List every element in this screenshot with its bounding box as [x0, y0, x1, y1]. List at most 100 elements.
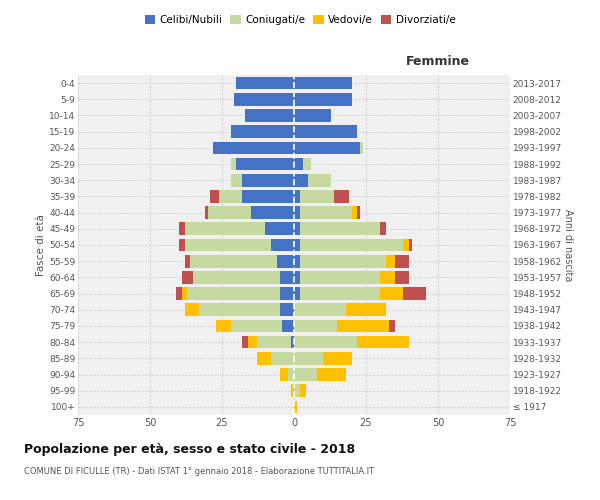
Bar [233, 93, 294, 106]
Bar [294, 158, 311, 170]
Text: Popolazione per età, sesso e stato civile - 2018: Popolazione per età, sesso e stato civil… [24, 442, 355, 456]
Bar [219, 190, 294, 202]
Bar [245, 109, 294, 122]
Bar [193, 271, 294, 283]
Bar [230, 158, 294, 170]
Bar [248, 336, 294, 348]
Bar [294, 384, 300, 397]
Bar [294, 142, 360, 154]
Bar [230, 126, 294, 138]
Bar [230, 174, 294, 186]
Bar [294, 271, 395, 283]
Bar [216, 320, 294, 332]
Bar [236, 158, 294, 170]
Bar [294, 238, 403, 252]
Bar [205, 206, 294, 219]
Bar [294, 255, 300, 268]
Bar [294, 190, 334, 202]
Bar [245, 109, 294, 122]
Bar [294, 288, 403, 300]
Y-axis label: Fasce di età: Fasce di età [36, 214, 46, 276]
Bar [185, 222, 294, 235]
Bar [294, 238, 412, 252]
Bar [291, 384, 294, 397]
Legend: Celibi/Nubili, Coniugati/e, Vedovi/e, Divorziati/e: Celibi/Nubili, Coniugati/e, Vedovi/e, Di… [143, 12, 457, 27]
Bar [294, 271, 380, 283]
Bar [190, 255, 294, 268]
Bar [185, 304, 294, 316]
Bar [294, 142, 363, 154]
Bar [185, 255, 294, 268]
Bar [294, 352, 352, 364]
Bar [280, 304, 294, 316]
Bar [294, 206, 358, 219]
Bar [294, 352, 352, 364]
Bar [294, 400, 297, 413]
Bar [294, 320, 389, 332]
Bar [230, 174, 294, 186]
Bar [294, 368, 346, 381]
Bar [294, 271, 409, 283]
Bar [185, 238, 294, 252]
Text: Femmine: Femmine [406, 55, 470, 68]
Bar [271, 238, 294, 252]
Bar [294, 238, 300, 252]
Bar [294, 222, 300, 235]
Bar [294, 158, 311, 170]
Bar [294, 190, 300, 202]
Bar [216, 320, 294, 332]
Bar [294, 336, 409, 348]
Bar [294, 222, 380, 235]
Bar [190, 255, 294, 268]
Bar [230, 320, 294, 332]
Bar [242, 190, 294, 202]
Bar [294, 126, 358, 138]
Bar [294, 174, 331, 186]
Bar [294, 352, 323, 364]
Bar [294, 142, 363, 154]
Bar [185, 238, 294, 252]
Bar [179, 222, 294, 235]
Bar [294, 368, 317, 381]
Bar [236, 77, 294, 90]
Bar [294, 206, 352, 219]
Bar [294, 400, 297, 413]
Bar [271, 352, 294, 364]
Bar [294, 384, 305, 397]
Bar [294, 304, 386, 316]
Bar [294, 336, 358, 348]
Bar [294, 190, 349, 202]
Bar [233, 93, 294, 106]
Bar [294, 77, 352, 90]
Bar [187, 288, 294, 300]
Bar [294, 158, 302, 170]
Bar [294, 206, 300, 219]
Bar [294, 93, 352, 106]
Bar [294, 109, 331, 122]
Bar [294, 126, 358, 138]
Bar [277, 255, 294, 268]
Bar [294, 255, 409, 268]
Bar [230, 126, 294, 138]
Bar [182, 271, 294, 283]
Bar [294, 109, 331, 122]
Bar [280, 368, 294, 381]
Bar [294, 271, 300, 283]
Bar [294, 288, 380, 300]
Bar [294, 288, 300, 300]
Bar [214, 142, 294, 154]
Bar [179, 238, 294, 252]
Bar [214, 142, 294, 154]
Bar [294, 126, 358, 138]
Bar [283, 320, 294, 332]
Bar [294, 93, 352, 106]
Bar [294, 222, 380, 235]
Bar [230, 158, 294, 170]
Bar [280, 368, 294, 381]
Bar [219, 190, 294, 202]
Bar [294, 93, 352, 106]
Bar [257, 336, 294, 348]
Bar [294, 320, 395, 332]
Bar [294, 77, 352, 90]
Bar [214, 142, 294, 154]
